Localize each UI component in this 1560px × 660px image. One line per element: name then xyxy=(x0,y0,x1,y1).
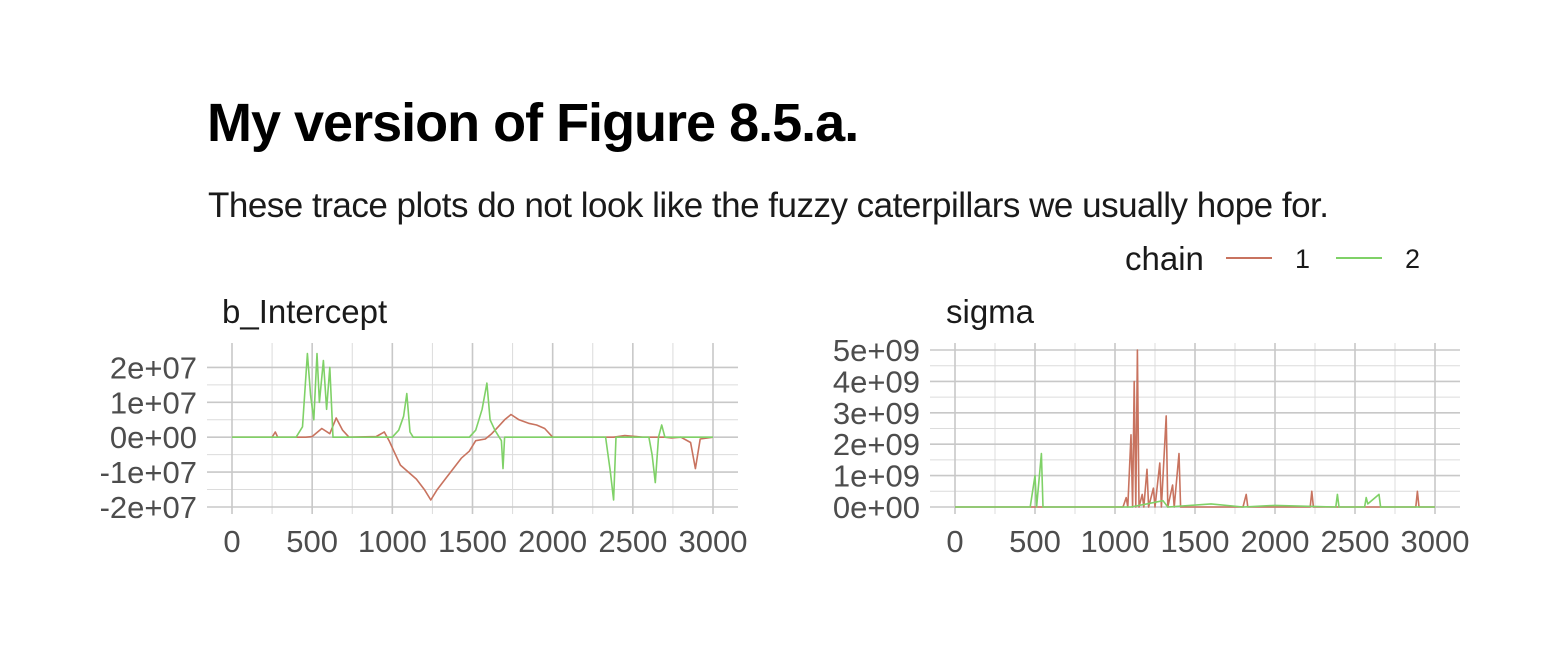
y-tick-label: 2e+07 xyxy=(110,350,197,385)
x-tick-label: 3000 xyxy=(1401,524,1470,559)
legend-label-chain-2: 2 xyxy=(1405,244,1420,274)
x-tick-label: 1500 xyxy=(1161,524,1230,559)
y-tick-label: 0e+00 xyxy=(833,490,920,525)
x-tick-label: 500 xyxy=(1009,524,1061,559)
panel-title: sigma xyxy=(946,293,1035,330)
legend-title: chain xyxy=(1125,240,1204,277)
y-tick-label: 2e+09 xyxy=(833,427,920,462)
panel-title: b_Intercept xyxy=(222,293,387,330)
panel-b-intercept: b_Intercept 0 500 1000 1500 2000 2500 3000 -2e+0… xyxy=(100,293,748,559)
legend-label-chain-1: 1 xyxy=(1295,244,1310,274)
legend: chain 1 2 xyxy=(1125,240,1420,277)
x-tick-label: 0 xyxy=(223,524,240,559)
x-tick-label: 0 xyxy=(946,524,963,559)
y-tick-label: 3e+09 xyxy=(833,396,920,431)
series-line-chain-2 xyxy=(232,352,713,501)
chart-title: My version of Figure 8.5.a. xyxy=(207,93,859,153)
x-tick-label: 1000 xyxy=(358,524,427,559)
x-tick-label: 1000 xyxy=(1081,524,1150,559)
chart-subtitle: These trace plots do not look like the f… xyxy=(208,186,1329,225)
y-tick-label: -2e+07 xyxy=(100,490,197,525)
y-tick-label: 5e+09 xyxy=(833,333,920,368)
y-tick-label: -1e+07 xyxy=(100,455,197,490)
x-tick-label: 2500 xyxy=(1321,524,1390,559)
x-tick-label: 2500 xyxy=(598,524,667,559)
y-tick-label: 1e+09 xyxy=(833,459,920,494)
series-line-chain-2 xyxy=(955,452,1435,508)
series-line-chain-1 xyxy=(955,349,1435,508)
x-tick-label: 2000 xyxy=(1241,524,1310,559)
x-tick-label: 500 xyxy=(286,524,338,559)
y-tick-label: 1e+07 xyxy=(110,385,197,420)
y-tick-label: 4e+09 xyxy=(833,364,920,399)
x-tick-label: 2000 xyxy=(518,524,587,559)
panel-sigma: sigma 0 500 1000 1500 2000 2500 3000 0e+001e+092… xyxy=(833,293,1470,559)
x-tick-label: 3000 xyxy=(679,524,748,559)
x-tick-label: 1500 xyxy=(438,524,507,559)
series-line-chain-1 xyxy=(232,413,714,501)
y-tick-label: 0e+00 xyxy=(110,420,197,455)
